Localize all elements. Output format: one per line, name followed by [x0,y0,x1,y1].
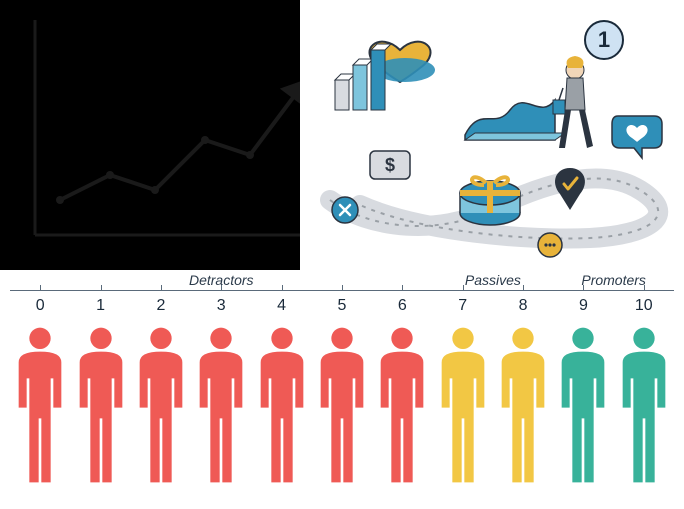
nps-person-4 [251,325,311,485]
nps-tick-9: 9 [553,291,613,315]
nps-people-row [10,325,674,485]
nps-person-8 [493,325,553,485]
nps-tick-10: 10 [614,291,674,315]
nps-tick-1: 1 [70,291,130,315]
top-region: $ 1 [0,0,684,270]
nps-tick-0: 0 [10,291,70,315]
nps-scale-infographic: Detractors Passives Promoters 0123456789… [0,272,684,485]
person-icon [555,325,611,485]
label-promoters: Promoters [553,272,674,288]
nps-tick-4: 4 [251,291,311,315]
person-icon [73,325,129,485]
nps-number-scale: 012345678910 [10,290,674,315]
person-icon [495,325,551,485]
person-icon [12,325,68,485]
step-number: 1 [598,27,610,53]
nps-tick-7: 7 [433,291,493,315]
nps-person-5 [312,325,372,485]
nps-tick-2: 2 [131,291,191,315]
nps-person-7 [433,325,493,485]
nps-person-9 [553,325,613,485]
person-icon [435,325,491,485]
nps-person-1 [70,325,130,485]
person-icon [314,325,370,485]
svg-text:$: $ [385,155,395,175]
nps-person-0 [10,325,70,485]
nps-person-6 [372,325,432,485]
nps-tick-3: 3 [191,291,251,315]
person-icon [616,325,672,485]
person-icon [374,325,430,485]
person-icon [133,325,189,485]
label-passives: Passives [433,272,554,288]
isometric-illustration: $ [300,0,684,270]
nps-person-10 [614,325,674,485]
nps-tick-6: 6 [372,291,432,315]
step-number-badge: 1 [584,20,624,60]
person-icon [193,325,249,485]
nps-person-2 [131,325,191,485]
nps-tick-8: 8 [493,291,553,315]
nps-tick-5: 5 [312,291,372,315]
person-icon [254,325,310,485]
nps-person-3 [191,325,251,485]
